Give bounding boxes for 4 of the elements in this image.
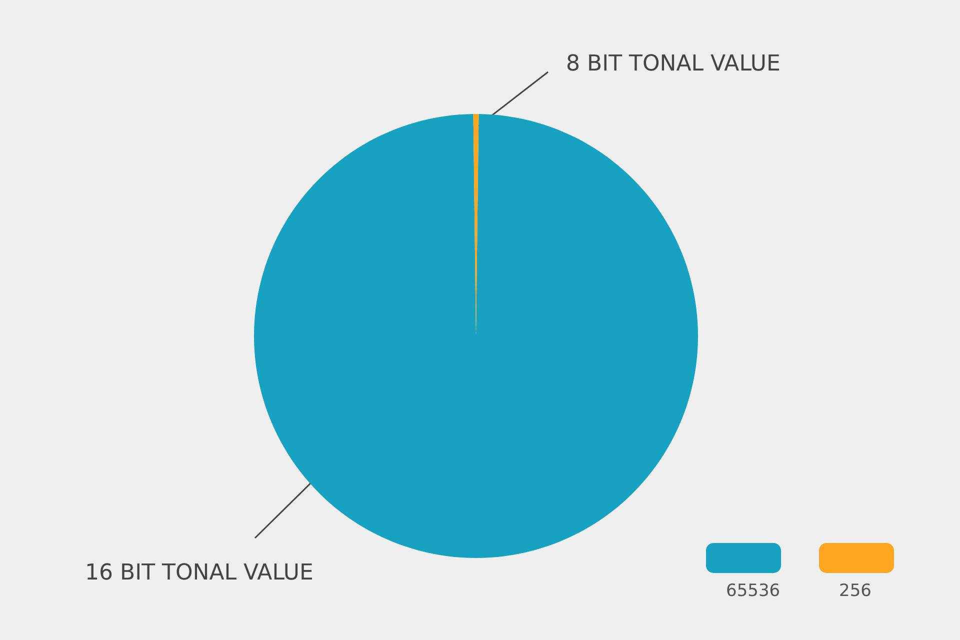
text: 8 BIT TONAL VALUE <box>566 52 780 76</box>
text: 16 BIT TONAL VALUE <box>85 560 314 586</box>
legend-label: 65536 <box>726 581 780 601</box>
legend-label: 256 <box>839 581 872 601</box>
